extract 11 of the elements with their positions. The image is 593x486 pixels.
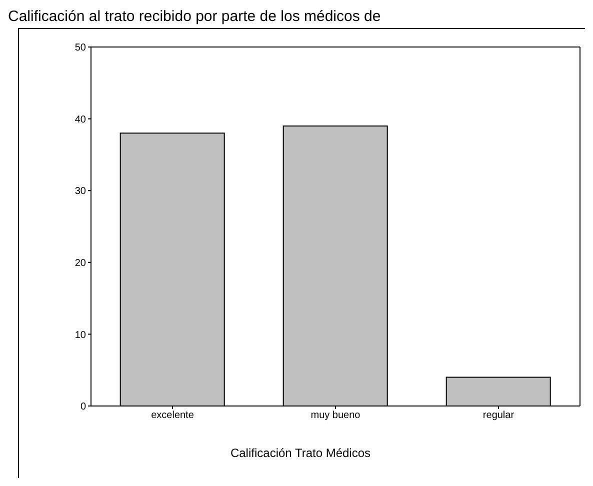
x-tick-label: excelente [151,410,194,422]
y-tick-label: 0 [80,402,86,413]
x-tick-label: muy bueno [310,410,361,422]
y-tick-label: 10 [74,330,86,341]
chart-title: Calificación al trato recibido por parte de los médicos de [8,8,381,25]
y-tick-label: 20 [74,258,86,269]
y-tick-label: 50 [74,42,86,54]
x-tick-label: regular [482,410,515,422]
y-tick-label: 30 [74,186,86,198]
y-tick-label: 40 [74,114,86,126]
x-axis-title: Calificación Trato Médicos [229,446,372,460]
